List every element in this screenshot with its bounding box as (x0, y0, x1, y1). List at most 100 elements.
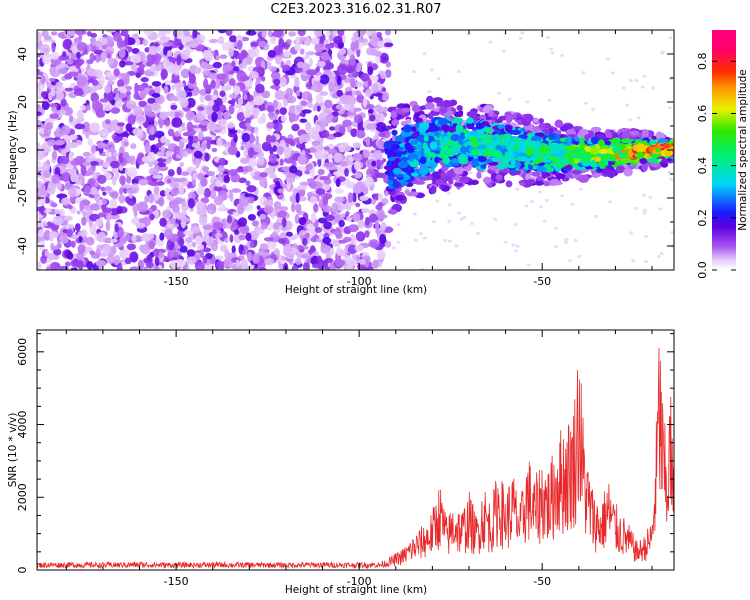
spectrogram-cell (395, 194, 406, 201)
spectrogram-cell (44, 197, 50, 204)
spectrogram-cell (258, 40, 267, 48)
spectrogram-cell (272, 145, 277, 152)
spectrogram-cell (263, 205, 274, 214)
spectrogram-cell (422, 236, 427, 240)
spectrogram-cell (239, 224, 250, 235)
spectrogram-cell (210, 79, 216, 89)
spectrogram-cell (377, 193, 384, 202)
spectrogram-cell (219, 54, 228, 59)
spectrogram-cell (375, 54, 381, 64)
spectrogram-cell (129, 155, 136, 166)
spectrogram-cell (361, 266, 373, 270)
spectrogram-cell (153, 265, 158, 270)
spectrogram-cell (51, 150, 58, 160)
spectrogram-cell (628, 118, 633, 122)
spectrogram-cell (381, 87, 387, 92)
spectrogram-cell (170, 104, 178, 110)
spectrogram-cell (237, 97, 244, 106)
spectrogram-cell (294, 43, 301, 52)
spectrogram-cell (373, 149, 383, 160)
spectrogram-cell (305, 232, 310, 239)
spectrogram-cell (430, 185, 437, 194)
spectrogram-cell (387, 209, 398, 215)
spectrogram-cell (218, 30, 227, 34)
spectrogram-cell (396, 240, 401, 244)
spectrogram-cell (669, 178, 674, 181)
spectrogram-cell (228, 78, 236, 86)
spectrogram-cell (339, 162, 347, 167)
spectrogram-cell (282, 64, 291, 72)
spectrogram-cell (327, 148, 338, 155)
spectrogram-cell (229, 190, 234, 202)
spectrogram-cell (37, 261, 42, 270)
spectrogram-cell (240, 258, 249, 270)
spectrogram-cell (119, 88, 127, 94)
spectrogram-cell (297, 154, 307, 165)
spectrogram-cell (118, 187, 124, 195)
spectrogram-cell (239, 196, 250, 207)
spectrogram-cell (371, 83, 379, 94)
spectrogram-cell (244, 193, 255, 198)
spectrogram-cell (644, 234, 649, 238)
spectrogram-cell (315, 188, 326, 195)
spectrogram-cell (66, 228, 73, 238)
spectrogram-cell (335, 104, 343, 110)
spectrogram-cell (119, 175, 126, 186)
spectrogram-cell (333, 35, 343, 45)
spectrogram-cell (334, 196, 345, 203)
spectrogram-cell (564, 241, 569, 244)
spectrogram-cell (179, 161, 184, 168)
spectrogram-cell (179, 97, 189, 108)
spectrogram-cell (456, 105, 463, 111)
spectrogram-cell (76, 210, 81, 215)
spectrogram-cell (537, 190, 542, 194)
spectrogram-cell (102, 244, 111, 255)
spectrogram-cell (217, 164, 225, 173)
spectrogram-cell (240, 36, 250, 42)
spectrogram-cell (164, 118, 171, 127)
spectrogram-cell (379, 71, 387, 80)
spectrogram-cell (435, 199, 440, 203)
spectrogram-cell (298, 217, 307, 226)
spectrogram-cell (119, 72, 131, 78)
spectrogram-cell (101, 133, 107, 140)
spectrogram-cell (496, 163, 506, 170)
spectrogram-cell (40, 195, 46, 206)
spectrogram-cell (89, 122, 101, 133)
spectrogram-cell (83, 185, 92, 194)
spectrogram-cell (447, 239, 452, 243)
spectrogram-cell (231, 60, 236, 68)
spectrogram-cell (51, 202, 58, 208)
spectrogram-cell (261, 141, 272, 152)
spectrogram-cell (188, 191, 196, 201)
spectrogram-cell (245, 116, 252, 125)
spectrogram-cell (350, 233, 356, 244)
spectrogram-cell (166, 178, 172, 184)
spectrogram-cell (338, 47, 347, 55)
spectrogram-cell (99, 98, 109, 103)
spectrogram-cell (160, 68, 168, 80)
spectrogram-cell (109, 214, 120, 220)
spectrogram-cell (188, 112, 196, 118)
spectrogram-cell (232, 211, 239, 216)
spectrogram-cell (37, 31, 42, 42)
spectrogram-cell (658, 207, 663, 211)
spectrogram-cell (212, 102, 220, 113)
spectrogram-cell (229, 35, 237, 43)
spectrogram-cell (64, 87, 74, 92)
spectrogram-cell (272, 222, 280, 230)
spectrogram-cell (82, 151, 91, 157)
spectrogram-cell (640, 85, 645, 89)
spectrogram-cell (159, 111, 169, 120)
spectrogram-cell (513, 249, 518, 253)
spectrogram-cell (100, 51, 107, 63)
spectrogram-cell (119, 60, 126, 68)
spectrogram-cell (228, 93, 238, 99)
spectrogram-cell (259, 172, 268, 178)
spectrogram-cell (70, 267, 78, 270)
spectrogram-cell (66, 251, 74, 260)
spectrogram-cell (317, 168, 325, 176)
spectrogram-cell (296, 143, 302, 149)
spectrogram-cell (352, 183, 363, 195)
spectrogram-cell (188, 73, 196, 85)
